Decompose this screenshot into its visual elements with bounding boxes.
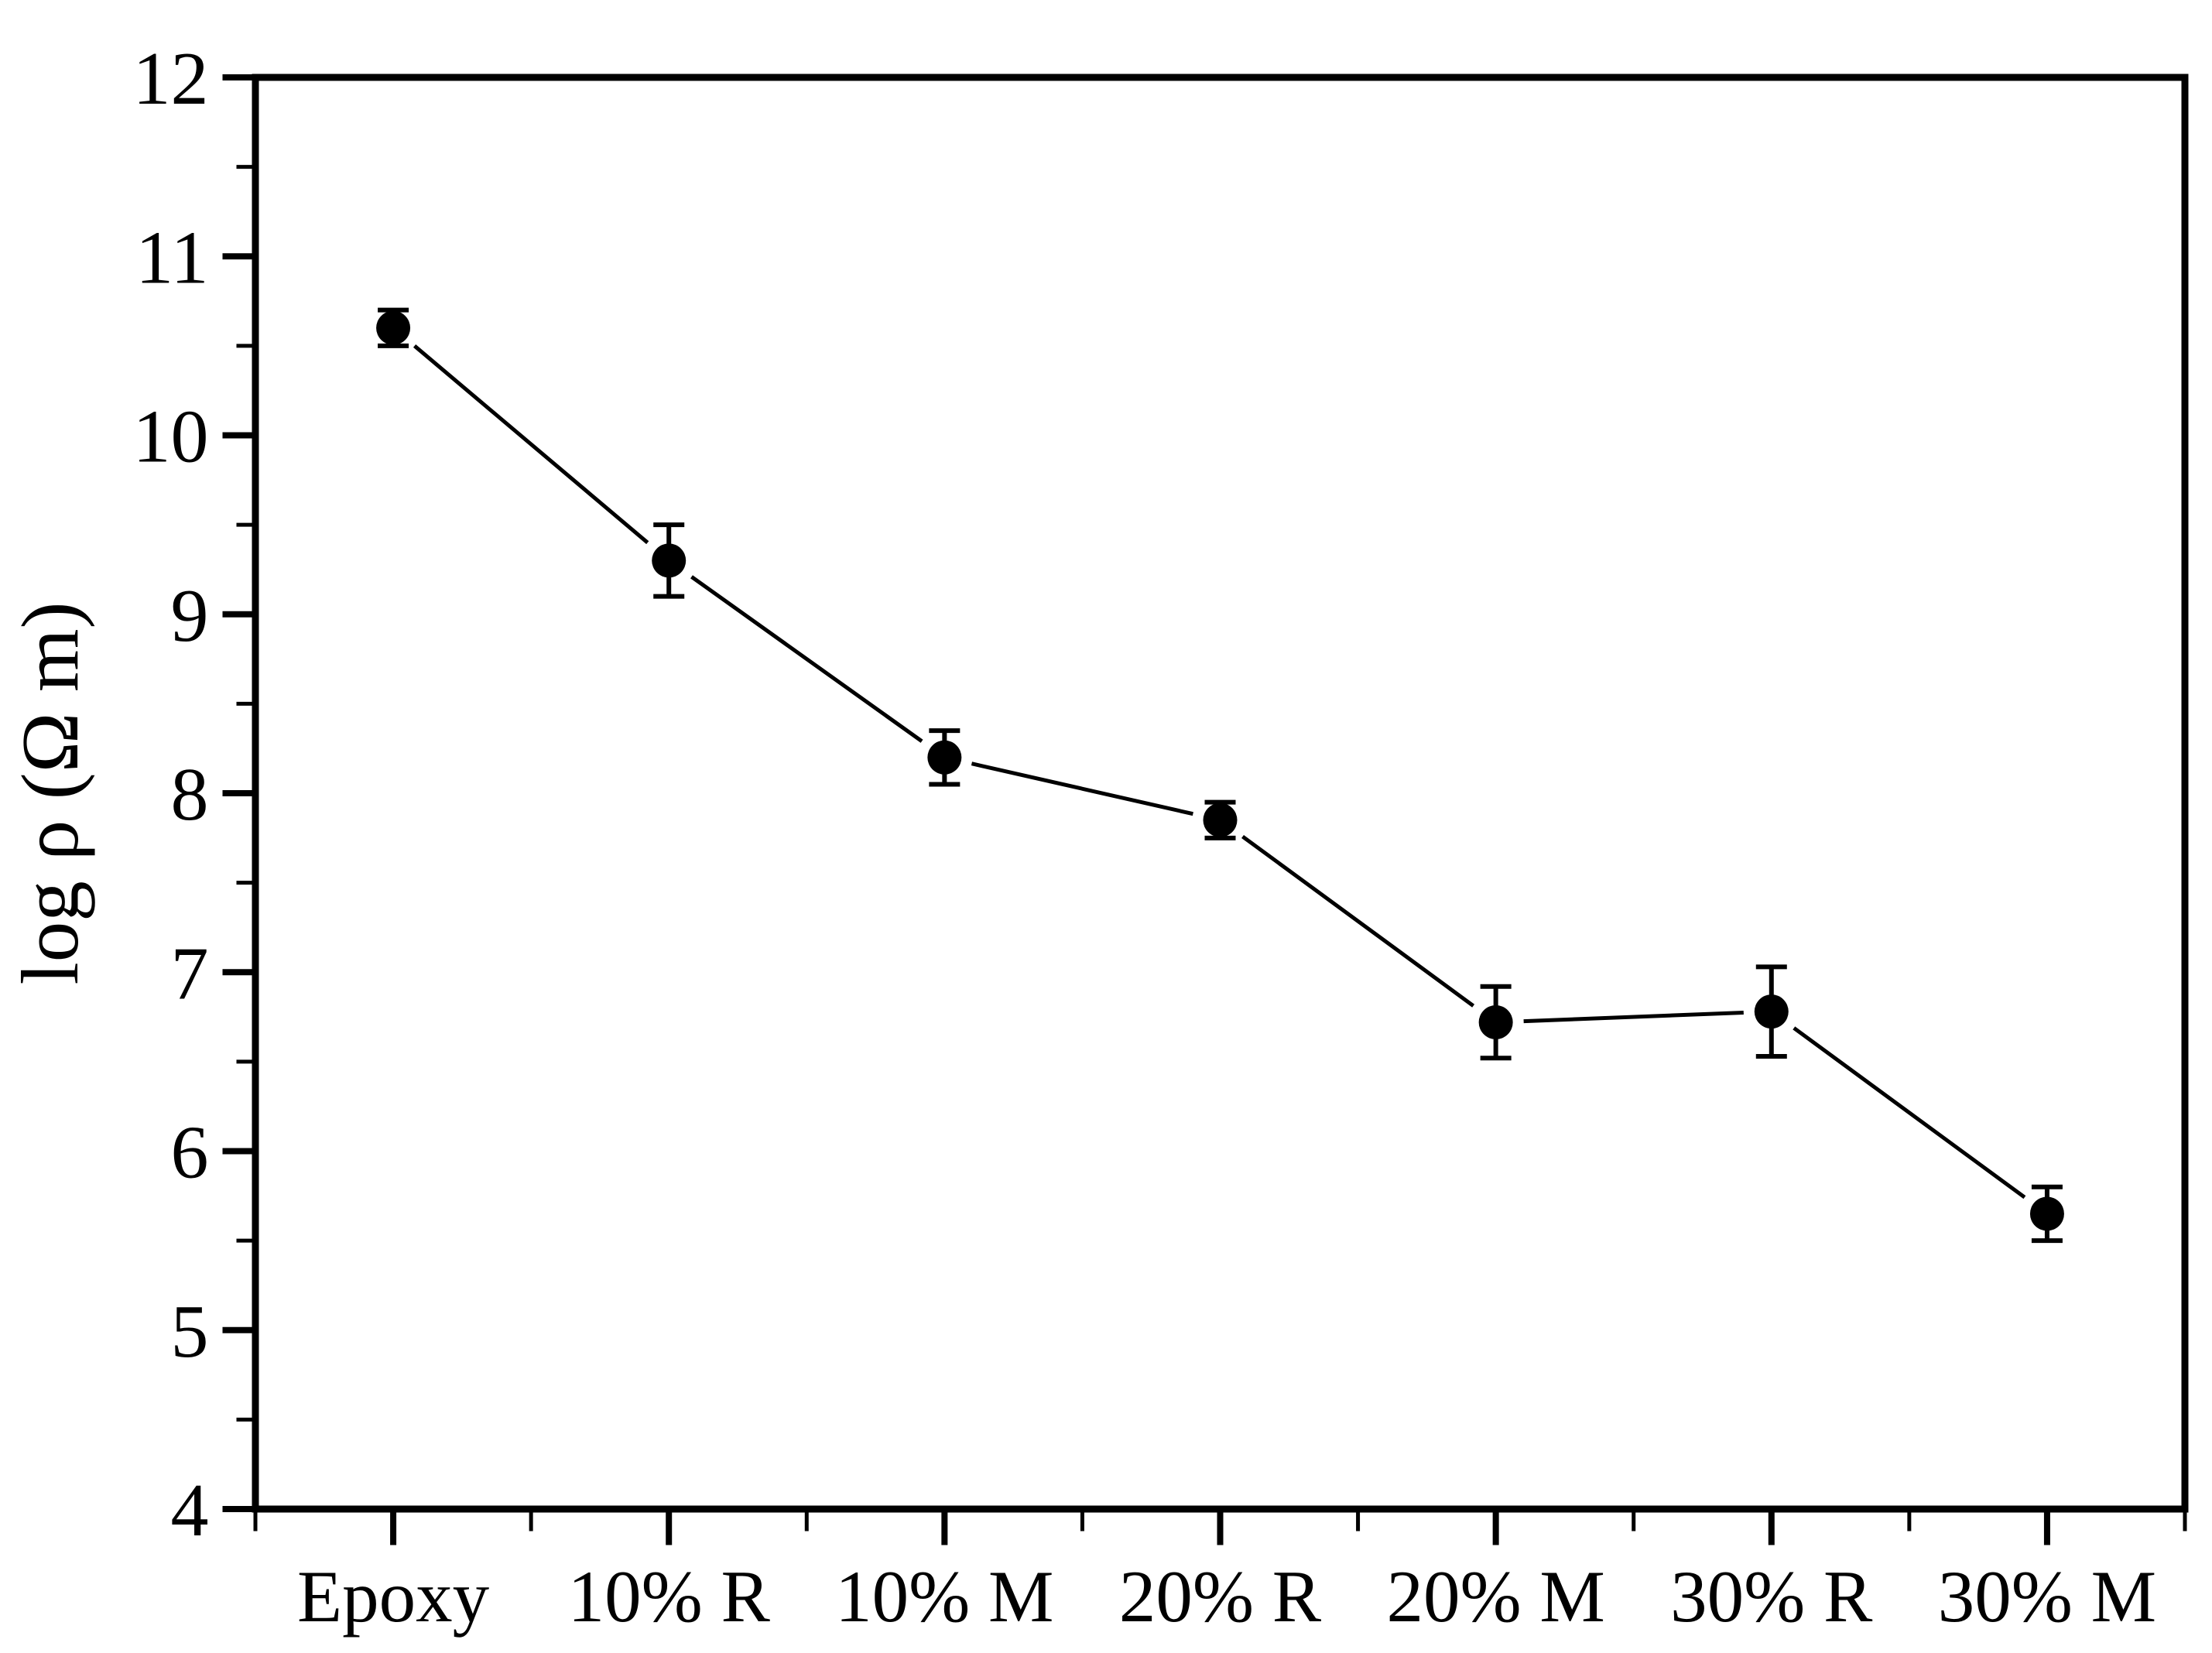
data-point-10-r bbox=[652, 543, 687, 578]
y-axis-tick-label: 4 bbox=[171, 1469, 209, 1552]
series-line-segment bbox=[971, 761, 1193, 816]
y-axis-tick-label: 12 bbox=[133, 37, 209, 121]
data-point-epoxy bbox=[376, 310, 411, 345]
data-point-20-m bbox=[1478, 1005, 1513, 1039]
y-axis-tick-label: 11 bbox=[135, 216, 208, 299]
series-line-segment bbox=[1793, 1026, 2026, 1200]
x-axis-category-label: 30% M bbox=[1938, 1555, 2156, 1638]
series-line-segment bbox=[1241, 834, 1475, 1008]
series-line-segment bbox=[690, 575, 923, 743]
series-line-segment bbox=[1523, 1011, 1744, 1024]
y-axis-tick-label: 6 bbox=[171, 1111, 209, 1195]
data-point-20-r bbox=[1203, 803, 1238, 837]
y-axis-title: log ρ (Ω m) bbox=[5, 602, 95, 985]
y-axis-tick-label: 10 bbox=[133, 395, 209, 479]
plot-border bbox=[252, 74, 2189, 1513]
data-point-30-m bbox=[2029, 1196, 2064, 1231]
x-axis-category-label: Epoxy bbox=[297, 1555, 490, 1638]
data-point-30-r bbox=[1754, 994, 1789, 1029]
y-axis-tick-label: 5 bbox=[171, 1290, 209, 1374]
x-axis-category-label: 10% M bbox=[835, 1555, 1053, 1638]
y-axis-tick-label: 9 bbox=[171, 574, 209, 658]
x-axis-category-label: 10% R bbox=[568, 1555, 771, 1638]
data-point-10-m bbox=[927, 740, 962, 775]
y-axis-tick-label: 7 bbox=[171, 932, 209, 1015]
x-axis-category-label: 20% M bbox=[1386, 1555, 1604, 1638]
x-axis-category-label: 20% R bbox=[1119, 1555, 1322, 1638]
y-axis-tick-label: 8 bbox=[171, 753, 209, 837]
x-axis-category-label: 30% R bbox=[1670, 1555, 1873, 1638]
series-line-segment bbox=[413, 344, 649, 545]
